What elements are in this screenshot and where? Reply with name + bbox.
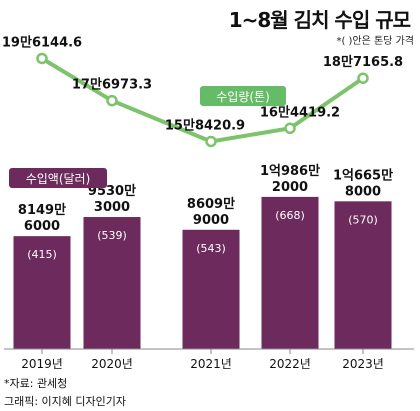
bar-value-top-label: 1억986만: [260, 163, 320, 179]
chart-title: 1~8월 김치 수입 규모: [228, 8, 411, 32]
price-per-ton-label: (539): [97, 229, 127, 242]
bar-2021년: [182, 229, 240, 349]
legend-bar-badge-box: [9, 168, 107, 188]
bar-2019년: [13, 236, 71, 349]
line-value-label: 15만8420.9: [165, 117, 245, 133]
bar-2022년: [261, 196, 319, 349]
x-tick-label: 2023년: [342, 357, 384, 371]
x-tick-label: 2021년: [190, 357, 232, 371]
line-value-label: 18만7165.8: [323, 54, 403, 70]
legend-line-badge-box: [200, 86, 286, 106]
line-value-label: 17만6973.3: [72, 77, 152, 93]
legend-bar-badge-label: 수입액(달러): [26, 172, 91, 186]
bar-value-top-label: 8609만: [187, 196, 235, 212]
line-point: [284, 122, 296, 135]
line-point: [106, 94, 118, 107]
bar-2023년: [334, 201, 392, 349]
price-per-ton-label: (543): [196, 242, 226, 255]
bar-value-bottom-label: 9000: [193, 213, 229, 228]
bar-value-bottom-label: 8000: [345, 184, 381, 199]
line-point: [36, 52, 48, 65]
x-tick-label: 2022년: [269, 357, 311, 371]
bar-value-top-label: 8149만: [18, 202, 66, 218]
bar-2020년: [83, 217, 141, 349]
price-per-ton-label: (570): [348, 213, 378, 226]
source-note: *자료: 관세청: [4, 377, 68, 390]
line-point: [205, 135, 217, 148]
line-value-label: 19만6144.6: [2, 34, 82, 50]
x-tick-label: 2020년: [91, 357, 133, 371]
line-value-label: 16만4419.2: [260, 104, 340, 120]
legend-line-badge-label: 수입량(톤): [216, 90, 270, 104]
bar-value-bottom-label: 6000: [24, 219, 60, 234]
bar-value-bottom-label: 2000: [272, 180, 308, 195]
price-note: *( )안은 톤당 가격: [336, 36, 414, 47]
bar-value-bottom-label: 3000: [94, 200, 130, 215]
price-per-ton-label: (668): [275, 209, 305, 222]
bar-value-top-label: 1억665만: [333, 167, 393, 183]
line-point: [357, 72, 369, 84]
credit-note: 그래픽: 이지혜 디자인기자: [4, 395, 127, 408]
price-per-ton-label: (415): [27, 248, 57, 261]
x-tick-label: 2019년: [21, 357, 63, 371]
